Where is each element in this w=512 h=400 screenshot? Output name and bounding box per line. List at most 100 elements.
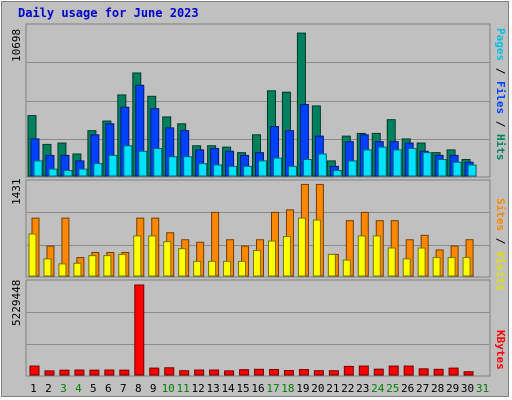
sites-bar [28, 233, 37, 277]
sites-bar [312, 219, 321, 277]
kbytes-bar [298, 368, 309, 376]
sites-bar [193, 260, 202, 277]
kbytes-bar [74, 369, 85, 376]
kbytes-bar [44, 370, 55, 376]
chart-title: Daily usage for June 2023 [18, 6, 199, 20]
x-tick-label-day: 8 [135, 382, 142, 395]
pages-bar [467, 164, 477, 177]
sites-bar [402, 258, 411, 277]
x-tick-label-day: 28 [431, 382, 444, 395]
x-tick-label-day: 12 [192, 382, 205, 395]
pages-bar [317, 153, 327, 177]
sites-bar [357, 235, 366, 277]
pages-bar [228, 165, 238, 177]
sites-bar [103, 255, 112, 277]
kbytes-bar [343, 365, 354, 376]
sites-bar [223, 260, 232, 277]
kbytes-bar [59, 369, 70, 376]
kbytes-panel-legend: KBytes [494, 330, 507, 370]
legend-hits: Hits [494, 134, 507, 161]
sites-bar [447, 257, 456, 277]
sites-bar [148, 235, 157, 277]
legend-pages: Pages [494, 28, 507, 62]
kbytes-panel-max-label: 5229448 [10, 279, 23, 326]
hits-panel-max-label: 10698 [10, 28, 23, 62]
x-tick-label-day: 30 [461, 382, 474, 395]
pages-bar [33, 160, 43, 177]
x-tick-label-day: 18 [281, 382, 294, 395]
kbytes-bar [119, 369, 130, 376]
sites-bar [297, 217, 306, 277]
sites-bar [43, 258, 52, 277]
sites-bar [282, 236, 291, 277]
pages-bar [48, 168, 58, 177]
sites-bar [342, 259, 351, 277]
legend-kbytes: KBytes [494, 330, 507, 370]
pages-bar [452, 161, 462, 177]
kbytes-bar [418, 368, 429, 376]
sites-bar [163, 241, 172, 277]
kbytes-bar [239, 369, 250, 376]
x-tick-label-day: 27 [416, 382, 429, 395]
sites-bar [372, 235, 381, 277]
sites-bar [387, 247, 396, 277]
pages-bar [138, 150, 148, 177]
kbytes-bar [149, 367, 160, 376]
kbytes-bar [224, 370, 235, 376]
sites-bar [253, 250, 262, 277]
pages-bar [407, 148, 417, 177]
x-tick-label-day: 4 [75, 382, 82, 395]
kbytes-bar [328, 370, 339, 376]
sites-bar [88, 255, 97, 277]
kbytes-bar [463, 371, 474, 376]
kbytes-bar [313, 370, 324, 376]
kbytes-bar [179, 370, 190, 376]
kbytes-bar [433, 368, 444, 376]
x-tick-label-day: 11 [177, 382, 190, 395]
x-tick-label-day: 24 [371, 382, 385, 395]
pages-bar [437, 159, 447, 177]
pages-bar [287, 165, 297, 177]
x-tick-label-day: 29 [446, 382, 459, 395]
x-tick-label-day: 23 [356, 382, 369, 395]
kbytes-bar [254, 368, 265, 376]
x-tick-label-day: 9 [150, 382, 157, 395]
kbytes-bar [89, 369, 100, 376]
x-tick-label-day: 7 [120, 382, 127, 395]
pages-bar [153, 148, 163, 177]
x-tick-label-day: 17 [266, 382, 279, 395]
legend-visits: Visits [494, 251, 507, 291]
x-tick-label-day: 15 [236, 382, 249, 395]
sites-bar [462, 257, 471, 277]
x-tick-label-day: 25 [386, 382, 399, 395]
x-tick-label-day: 19 [296, 382, 309, 395]
kbytes-bar [164, 367, 175, 376]
pages-bar [123, 145, 133, 177]
pages-bar [272, 157, 282, 177]
sites-bar [327, 253, 336, 277]
kbytes-bar [448, 367, 459, 376]
x-tick-label-day: 10 [162, 382, 175, 395]
sites-bar [58, 263, 67, 277]
x-tick-label-day: 16 [251, 382, 264, 395]
kbytes-bar [388, 365, 399, 376]
pages-bar [392, 149, 402, 177]
pages-bar [258, 160, 268, 177]
legend-sites: Sites [494, 198, 507, 232]
sites-bar [417, 247, 426, 277]
kbytes-bar [104, 369, 115, 376]
legend-files: Files [494, 81, 507, 115]
kbytes-bar [194, 369, 205, 376]
pages-bar [213, 164, 223, 177]
x-tick-label-day: 5 [90, 382, 97, 395]
sites-bar [238, 260, 247, 277]
pages-bar [168, 156, 178, 177]
pages-bar [183, 156, 193, 177]
panel-3-background [25, 279, 491, 377]
sites-bar [133, 235, 142, 277]
pages-bar [78, 168, 88, 177]
pages-bar [108, 154, 118, 177]
visits-panel-legend: Sites / Visits [494, 198, 507, 291]
